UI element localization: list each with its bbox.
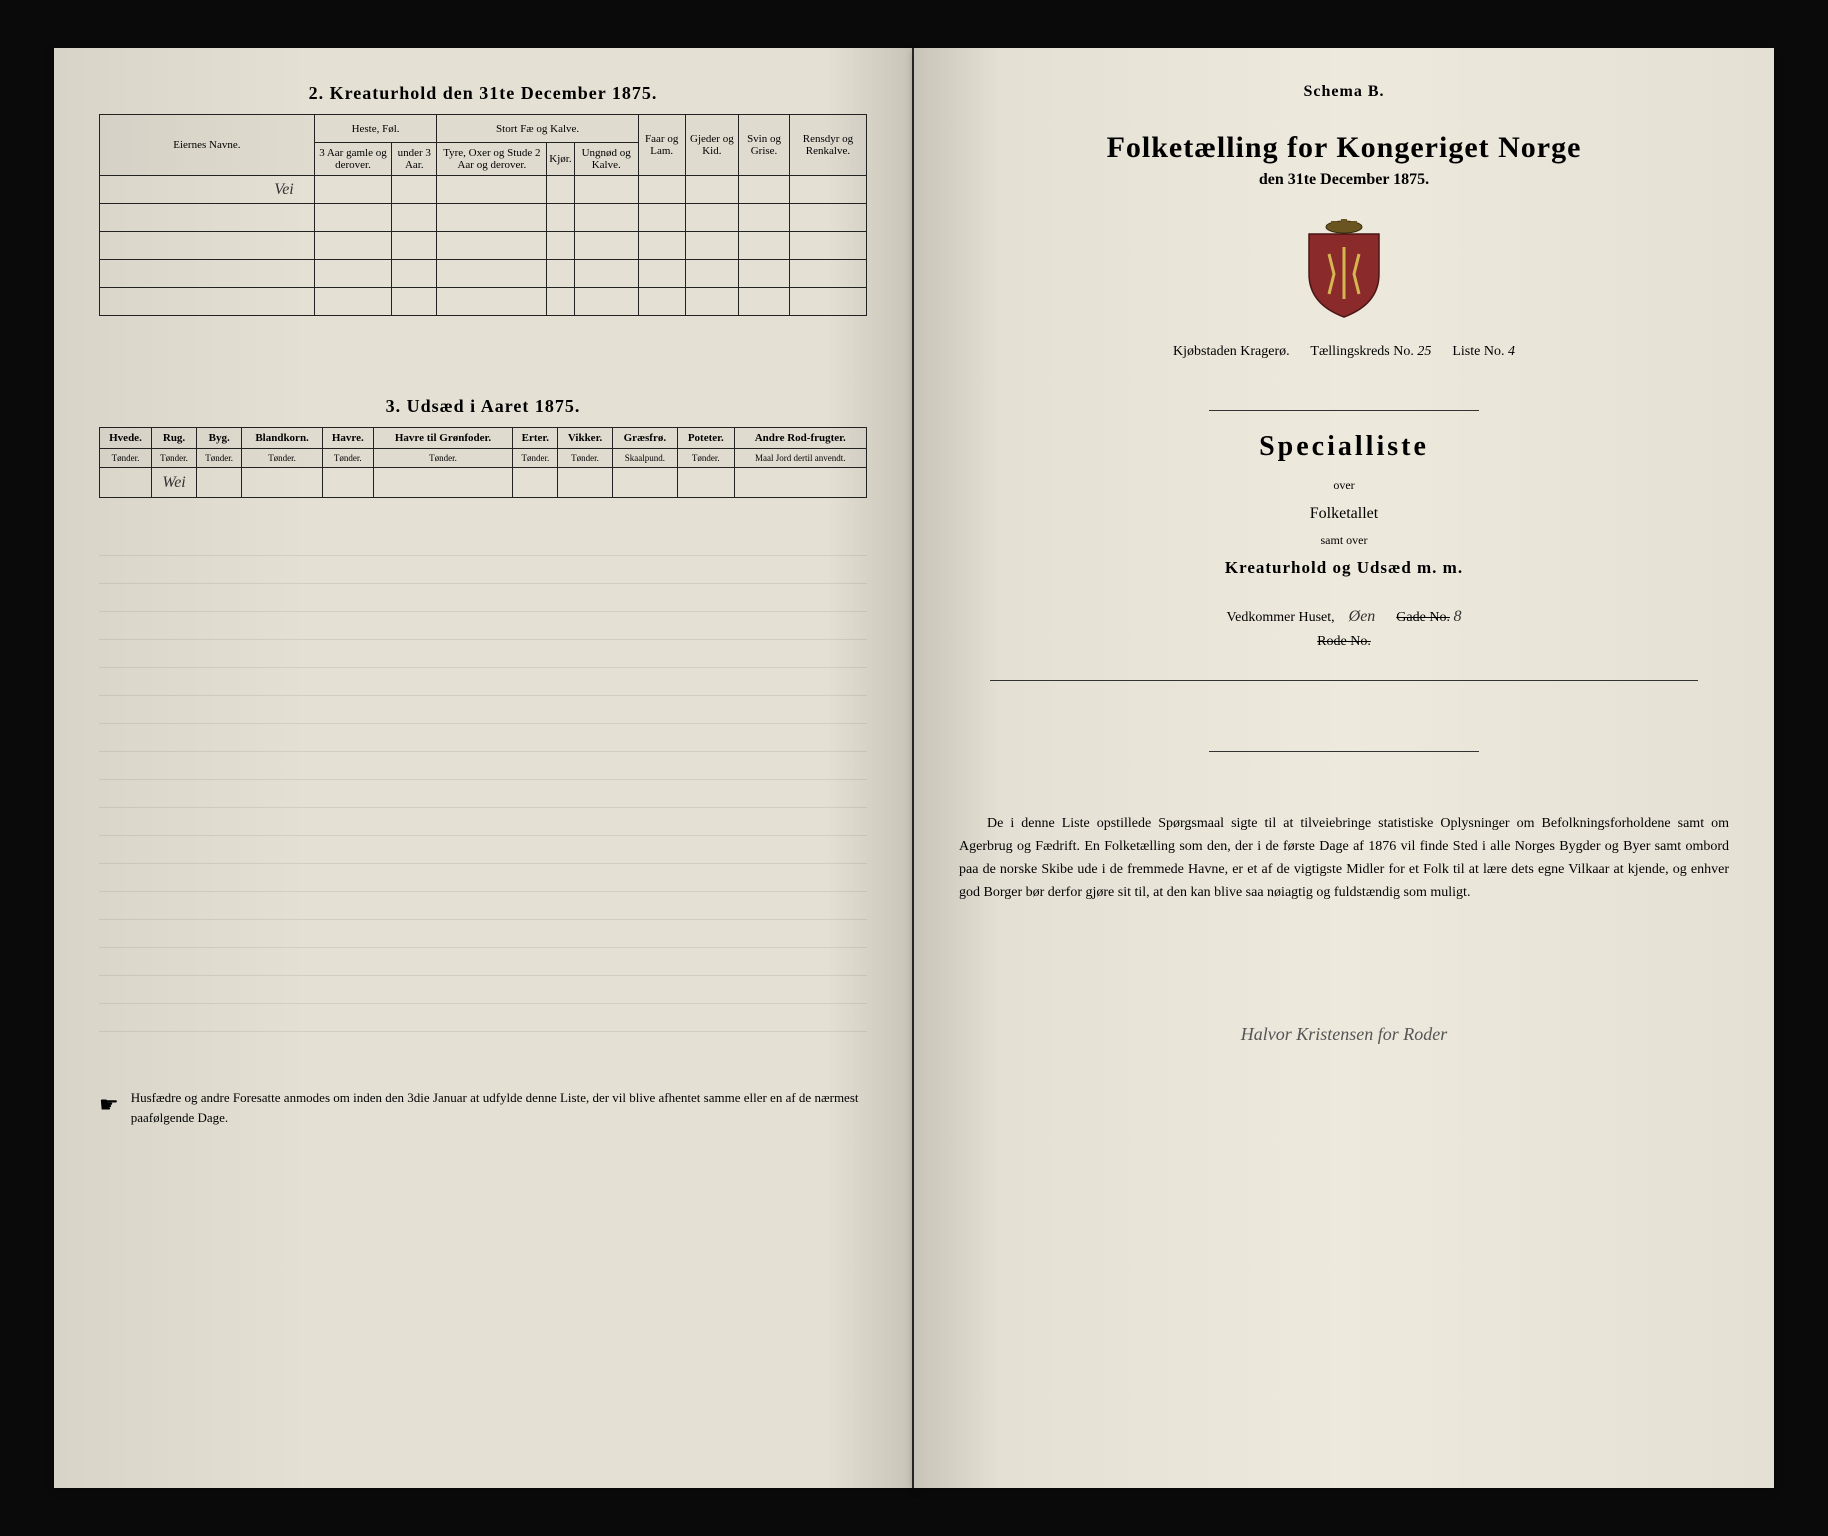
gade-value: 8	[1453, 608, 1461, 625]
vedkommer-label: Vedkommer Huset,	[1227, 610, 1335, 625]
colgroup-horses: Heste, Føl.	[314, 115, 437, 143]
col-owners: Eiernes Navne.	[100, 115, 315, 176]
sowing-col-header: Poteter.	[678, 428, 734, 449]
sowing-col-unit: Tønder.	[513, 449, 558, 468]
table-row: Wei	[100, 468, 867, 498]
table-row	[100, 260, 867, 288]
kreatur-label: Kreaturhold og Udsæd m. m.	[959, 558, 1729, 578]
body-paragraph: De i denne Liste opstillede Spørgsmaal s…	[959, 812, 1729, 904]
sowing-col-unit: Tønder.	[322, 449, 373, 468]
sowing-col-unit: Tønder.	[678, 449, 734, 468]
sowing-col-header: Andre Rod-frugter.	[734, 428, 867, 449]
col-bulls: Tyre, Oxer og Stude 2 Aar og derover.	[437, 143, 547, 176]
col-cows: Kjør.	[547, 143, 574, 176]
sowing-col-header: Græsfrø.	[612, 428, 677, 449]
col-horses-3plus: 3 Aar gamle og derover.	[314, 143, 391, 176]
left-page: 2. Kreaturhold den 31te December 1875. E…	[54, 48, 914, 1488]
divider	[990, 680, 1698, 681]
district-label: Tællingskreds No.	[1310, 344, 1413, 359]
sowing-col-unit: Skaalpund.	[612, 449, 677, 468]
sowing-col-unit: Tønder.	[151, 449, 196, 468]
location-line: Kjøbstaden Kragerø. Tællingskreds No. 25…	[959, 344, 1729, 360]
divider	[1209, 410, 1479, 411]
table-row	[100, 204, 867, 232]
sowing-col-unit: Maal Jord dertil anvendt.	[734, 449, 867, 468]
col-goats: Gjeder og Kid.	[685, 115, 739, 176]
livestock-table: Eiernes Navne. Heste, Føl. Stort Fæ og K…	[99, 114, 867, 316]
col-pigs: Svin og Grise.	[739, 115, 790, 176]
owner-cell: Vei	[100, 176, 315, 204]
ruled-blank-area	[99, 528, 867, 1048]
specialliste-title: Specialliste	[959, 431, 1729, 463]
rode-label: Rode No.	[1317, 634, 1371, 649]
col-calves: Ungnød og Kalve.	[574, 143, 638, 176]
rode-line: Rode No.	[959, 634, 1729, 650]
col-sheep: Faar og Lam.	[638, 115, 685, 176]
sowing-col-unit: Tønder.	[373, 449, 513, 468]
signature: Halvor Kristensen for Roder	[959, 1024, 1729, 1045]
table-row	[100, 288, 867, 316]
book-spread: 2. Kreaturhold den 31te December 1875. E…	[54, 48, 1774, 1488]
coat-of-arms-icon	[959, 219, 1729, 319]
list-value: 4	[1508, 344, 1515, 359]
sowing-col-header: Vikker.	[558, 428, 612, 449]
sowing-col-unit: Tønder.	[197, 449, 242, 468]
house-line: Vedkommer Huset, Øen Gade No. 8	[959, 608, 1729, 626]
sowing-col-header: Havre til Grønfoder.	[373, 428, 513, 449]
sowing-col-header: Rug.	[151, 428, 196, 449]
col-horses-under3: under 3 Aar.	[392, 143, 437, 176]
sowing-cell: Wei	[151, 468, 196, 498]
list-label: Liste No.	[1452, 344, 1504, 359]
folketallet-label: Folketallet	[959, 505, 1729, 523]
city-label: Kjøbstaden Kragerø.	[1173, 344, 1290, 359]
sowing-col-header: Blandkorn.	[242, 428, 323, 449]
section2-title: 2. Kreaturhold den 31te December 1875.	[99, 83, 867, 104]
samt-over-label: samt over	[959, 533, 1729, 548]
sowing-col-header: Byg.	[197, 428, 242, 449]
district-value: 25	[1417, 344, 1431, 359]
over-label-1: over	[959, 478, 1729, 493]
sowing-col-unit: Tønder.	[558, 449, 612, 468]
gade-label: Gade No.	[1396, 610, 1450, 625]
sowing-col-unit: Tønder.	[242, 449, 323, 468]
vedkommer-value: Øen	[1349, 608, 1376, 625]
pointing-hand-icon: ☛	[99, 1088, 119, 1121]
table-row	[100, 232, 867, 260]
colgroup-cattle: Stort Fæ og Kalve.	[437, 115, 638, 143]
sowing-col-header: Hvede.	[100, 428, 152, 449]
col-reindeer: Rensdyr og Renkalve.	[789, 115, 866, 176]
sowing-col-header: Erter.	[513, 428, 558, 449]
footnote: ☛ Husfædre og andre Foresatte anmodes om…	[99, 1088, 867, 1127]
table-row: Vei	[100, 176, 867, 204]
schema-label: Schema B.	[959, 83, 1729, 101]
footnote-text: Husfædre og andre Foresatte anmodes om i…	[131, 1088, 867, 1127]
divider	[1209, 751, 1479, 752]
sowing-table: Hvede.Rug.Byg.Blandkorn.Havre.Havre til …	[99, 427, 867, 498]
main-title: Folketælling for Kongeriget Norge	[959, 131, 1729, 165]
sowing-col-unit: Tønder.	[100, 449, 152, 468]
section3-title: 3. Udsæd i Aaret 1875.	[99, 396, 867, 417]
subtitle: den 31te December 1875.	[959, 171, 1729, 189]
right-page: Schema B. Folketælling for Kongeriget No…	[914, 48, 1774, 1488]
sowing-col-header: Havre.	[322, 428, 373, 449]
